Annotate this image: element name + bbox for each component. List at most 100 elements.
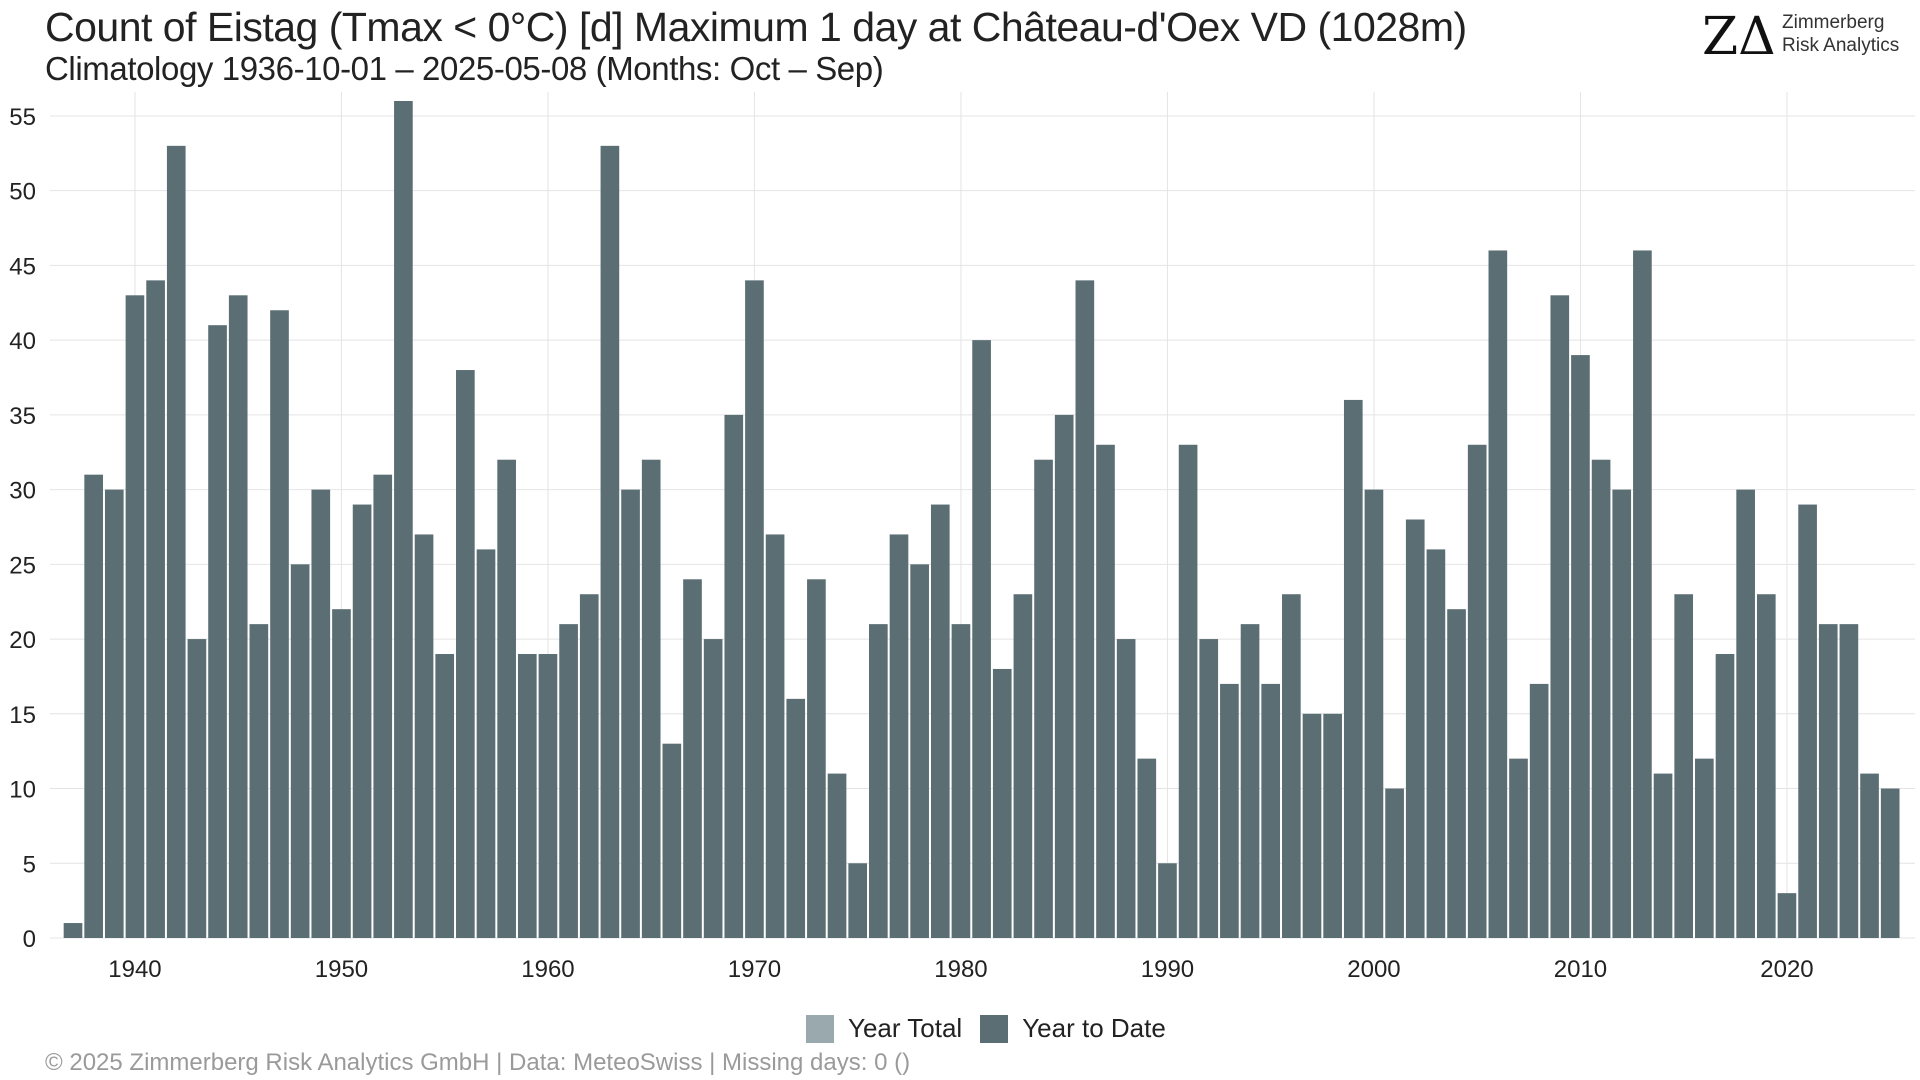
bar-1958 xyxy=(497,459,516,938)
bar-2021 xyxy=(1798,504,1817,938)
bar-1945 xyxy=(228,295,248,938)
bar-1992 xyxy=(1199,639,1219,938)
bar-2006 xyxy=(1488,250,1508,938)
bar-1960 xyxy=(538,654,558,938)
y-tick-label: 30 xyxy=(9,478,36,505)
y-tick-label: 50 xyxy=(9,179,36,206)
bar-1984 xyxy=(1034,459,1053,938)
y-tick-label: 45 xyxy=(9,253,36,280)
logo-mark: ZΔ xyxy=(1702,10,1776,62)
bar-1959 xyxy=(517,654,537,938)
bar-1975 xyxy=(848,863,868,938)
y-tick-label: 35 xyxy=(9,403,36,430)
bar-2020 xyxy=(1777,893,1797,938)
y-axis-tick-labels: 0 5 10 15 20 25 30 35 40 45 50 55 xyxy=(9,104,36,953)
bar-2008 xyxy=(1529,683,1549,938)
bar-2024 xyxy=(1860,773,1879,938)
y-tick-label: 20 xyxy=(9,627,36,654)
bar-1974 xyxy=(827,773,847,938)
y-tick-label: 15 xyxy=(9,702,36,729)
bar-1967 xyxy=(683,579,702,938)
bar-1979 xyxy=(930,504,950,938)
x-tick-label: 1980 xyxy=(934,956,987,983)
bar-2014 xyxy=(1653,773,1673,938)
bar-1941 xyxy=(146,280,165,938)
bar-2011 xyxy=(1591,459,1611,938)
bar-1994 xyxy=(1240,624,1260,939)
chart-title: Count of Eistag (Tmax < 0°C) [d] Maximum… xyxy=(45,4,1467,50)
bar-1976 xyxy=(869,624,888,939)
bar-1966 xyxy=(662,743,682,938)
bar-1985 xyxy=(1054,414,1074,939)
bar-2005 xyxy=(1467,444,1487,938)
legend: Year Total Year to Date xyxy=(806,1013,1184,1044)
bar-1972 xyxy=(786,698,806,938)
bar-1951 xyxy=(352,504,372,938)
bar-1990 xyxy=(1158,863,1177,938)
bar-1948 xyxy=(290,564,310,938)
y-tick-label: 40 xyxy=(9,328,36,355)
x-tick-label: 2020 xyxy=(1760,956,1813,983)
legend-label-year-to-date: Year to Date xyxy=(1022,1013,1166,1043)
bar-1938 xyxy=(84,474,103,938)
bar-2004 xyxy=(1447,609,1466,938)
y-tick-label: 5 xyxy=(23,851,36,878)
x-axis-tick-labels: 1940 1950 1960 1970 1980 1990 2000 2010 2020 xyxy=(108,956,1813,983)
bar-1937 xyxy=(63,923,83,938)
bars xyxy=(63,101,1900,939)
bar-1957 xyxy=(476,549,496,938)
bar-1970 xyxy=(745,280,764,938)
bar-2009 xyxy=(1550,295,1570,938)
bar-2003 xyxy=(1426,549,1446,938)
legend-swatch-year-total xyxy=(806,1014,834,1043)
bar-2007 xyxy=(1509,758,1528,938)
y-tick-label: 10 xyxy=(9,777,36,804)
bar-1964 xyxy=(621,489,640,938)
x-tick-label: 2010 xyxy=(1554,956,1607,983)
bar-2010 xyxy=(1571,355,1590,939)
bar-1999 xyxy=(1343,399,1363,938)
bar-1954 xyxy=(414,534,434,938)
x-tick-label: 1970 xyxy=(728,956,781,983)
bar-2022 xyxy=(1818,624,1838,939)
y-tick-label: 0 xyxy=(23,926,36,953)
bar-1981 xyxy=(972,340,991,938)
bar-1942 xyxy=(166,145,186,939)
bar-1943 xyxy=(187,639,207,938)
bar-2015 xyxy=(1674,594,1694,938)
footer-copyright: © 2025 Zimmerberg Risk Analytics GmbH | … xyxy=(45,1049,911,1076)
bar-1947 xyxy=(270,310,289,938)
bar-1986 xyxy=(1075,280,1095,938)
bar-1993 xyxy=(1220,683,1239,938)
x-tick-label: 1960 xyxy=(521,956,574,983)
bar-1995 xyxy=(1261,683,1281,938)
x-tick-label: 1990 xyxy=(1141,956,1194,983)
bar-1980 xyxy=(951,624,971,939)
legend-label-year-total: Year Total xyxy=(848,1013,963,1043)
bar-1956 xyxy=(456,370,475,938)
bar-1968 xyxy=(703,639,723,938)
bar-1952 xyxy=(373,474,393,938)
bar-2018 xyxy=(1736,489,1755,938)
bar-1987 xyxy=(1096,444,1115,938)
bar-1962 xyxy=(579,594,599,938)
bar-1977 xyxy=(889,534,909,938)
logo-mark-text: ZΔ xyxy=(1702,10,1776,62)
y-tick-label: 25 xyxy=(9,552,36,579)
bar-1996 xyxy=(1282,594,1301,938)
bar-1998 xyxy=(1323,713,1342,938)
bar-1997 xyxy=(1302,713,1322,938)
bar-1953 xyxy=(394,101,413,938)
bar-1982 xyxy=(992,668,1012,938)
logo-line-1: Zimmerberg xyxy=(1782,12,1885,33)
bar-2023 xyxy=(1839,624,1859,939)
x-tick-label: 1940 xyxy=(108,956,161,983)
bar-1949 xyxy=(311,489,331,938)
legend-swatch-year-to-date xyxy=(980,1014,1009,1043)
bar-2025 xyxy=(1880,788,1900,938)
bar-1944 xyxy=(208,325,227,938)
bar-2002 xyxy=(1405,519,1425,938)
bar-1965 xyxy=(641,459,661,938)
chart-subtitle: Climatology 1936-10-01 – 2025-05-08 (Mon… xyxy=(45,50,884,87)
